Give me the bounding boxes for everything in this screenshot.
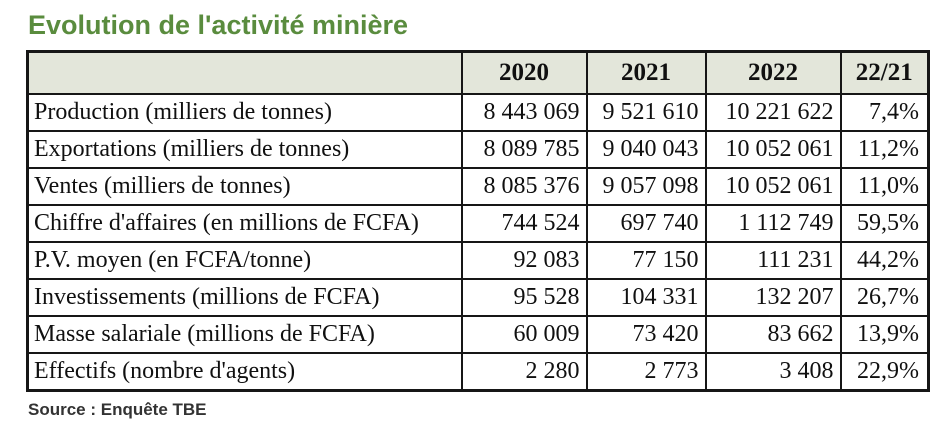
- header-cell-label: [26, 50, 463, 95]
- value-2020-cell: 2 280: [460, 352, 588, 392]
- header-cell-variation: 22/21: [839, 50, 930, 95]
- value-2021-cell: 77 150: [585, 241, 707, 280]
- table-header: 2020 2021 2022 22/21: [26, 50, 930, 95]
- table-row: Chiffre d'affaires (en millions de FCFA)…: [26, 204, 930, 243]
- value-2020-cell: 8 443 069: [460, 93, 588, 132]
- variation-cell: 11,0%: [839, 167, 930, 206]
- row-label-cell: Production (milliers de tonnes): [26, 93, 463, 132]
- row-label-cell: Masse salariale (millions de FCFA): [26, 315, 463, 354]
- value-2022-cell: 83 662: [704, 315, 842, 354]
- table-row: Effectifs (nombre d'agents) 2 280 2 773 3 4…: [26, 352, 930, 392]
- variation-cell: 11,2%: [839, 130, 930, 169]
- row-label-cell: Effectifs (nombre d'agents): [26, 352, 463, 392]
- value-2022-cell: 10 221 622: [704, 93, 842, 132]
- page-title: Evolution de l'activité minière: [28, 10, 409, 40]
- header-cell-2021: 2021: [585, 50, 707, 95]
- row-label-cell: Exportations (milliers de tonnes): [26, 130, 463, 169]
- value-2020-cell: 92 083: [460, 241, 588, 280]
- header-cell-2020: 2020: [460, 50, 588, 95]
- value-2021-cell: 2 773: [585, 352, 707, 392]
- table-row: Production (milliers de tonnes) 8 443 069…: [26, 93, 930, 132]
- table-row: Exportations (milliers de tonnes) 8 089 7…: [26, 130, 930, 169]
- table-row: Ventes (milliers de tonnes) 8 085 376 9 05…: [26, 167, 930, 206]
- value-2021-cell: 9 040 043: [585, 130, 707, 169]
- value-2022-cell: 3 408: [704, 352, 842, 392]
- variation-cell: 59,5%: [839, 204, 930, 243]
- value-2022-cell: 1 112 749: [704, 204, 842, 243]
- variation-cell: 22,9%: [839, 352, 930, 392]
- source-note: Source : Enquête TBE: [28, 400, 207, 419]
- header-cell-2022: 2022: [704, 50, 842, 95]
- value-2021-cell: 73 420: [585, 315, 707, 354]
- value-2020-cell: 95 528: [460, 278, 588, 317]
- row-label-cell: P.V. moyen (en FCFA/tonne): [26, 241, 463, 280]
- table-row: Investissements (millions de FCFA) 95 528…: [26, 278, 930, 317]
- value-2021-cell: 697 740: [585, 204, 707, 243]
- value-2020-cell: 744 524: [460, 204, 588, 243]
- header-row: 2020 2021 2022 22/21: [26, 50, 930, 95]
- row-label-cell: Ventes (milliers de tonnes): [26, 167, 463, 206]
- variation-cell: 7,4%: [839, 93, 930, 132]
- variation-cell: 13,9%: [839, 315, 930, 354]
- value-2021-cell: 104 331: [585, 278, 707, 317]
- table-body: Production (milliers de tonnes) 8 443 069…: [26, 93, 930, 392]
- row-label-cell: Chiffre d'affaires (en millions de FCFA): [26, 204, 463, 243]
- variation-cell: 26,7%: [839, 278, 930, 317]
- value-2022-cell: 10 052 061: [704, 167, 842, 206]
- variation-cell: 44,2%: [839, 241, 930, 280]
- row-label-cell: Investissements (millions de FCFA): [26, 278, 463, 317]
- table-row: P.V. moyen (en FCFA/tonne) 92 083 77 150 11…: [26, 241, 930, 280]
- value-2020-cell: 8 085 376: [460, 167, 588, 206]
- value-2021-cell: 9 521 610: [585, 93, 707, 132]
- value-2021-cell: 9 057 098: [585, 167, 707, 206]
- value-2022-cell: 132 207: [704, 278, 842, 317]
- value-2020-cell: 60 009: [460, 315, 588, 354]
- value-2022-cell: 10 052 061: [704, 130, 842, 169]
- value-2022-cell: 111 231: [704, 241, 842, 280]
- mining-activity-table: 2020 2021 2022 22/21 Production (millier…: [26, 50, 930, 392]
- value-2020-cell: 8 089 785: [460, 130, 588, 169]
- table-row: Masse salariale (millions de FCFA) 60 009…: [26, 315, 930, 354]
